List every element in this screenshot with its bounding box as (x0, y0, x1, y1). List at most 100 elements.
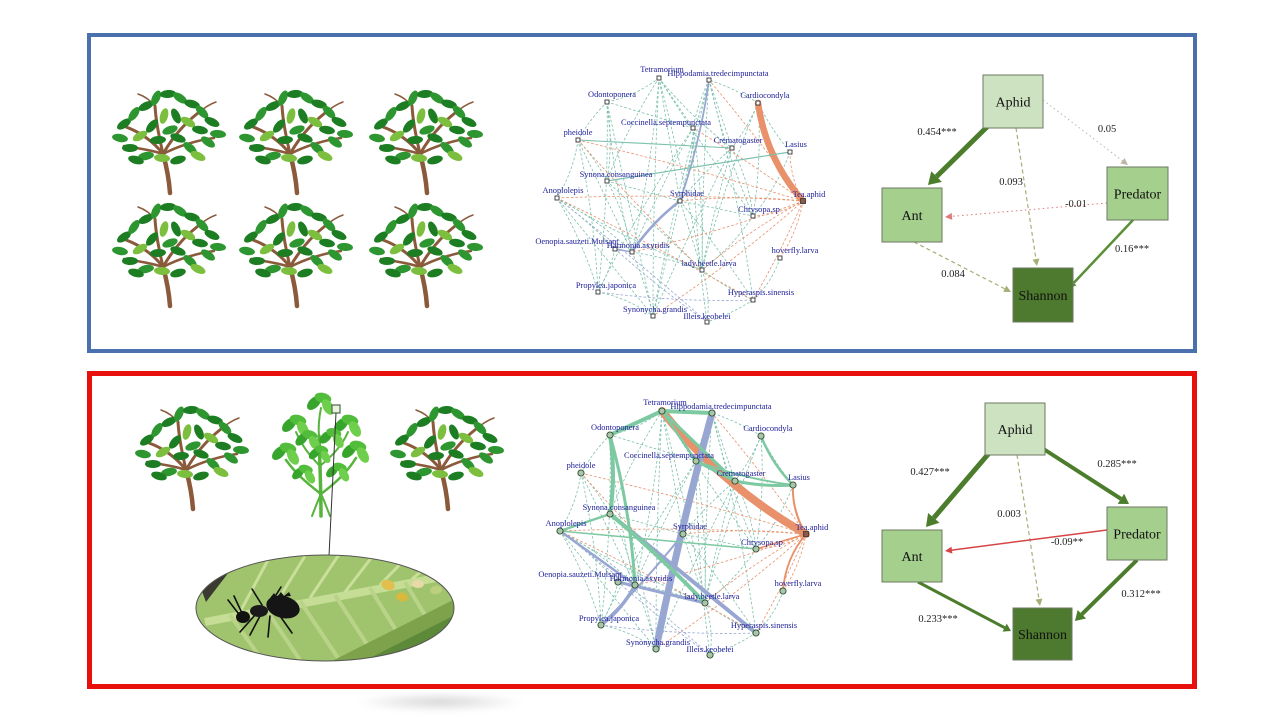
network-edge (779, 200, 804, 259)
sem-coefficient: 0.16*** (1115, 244, 1149, 255)
network-edge (752, 151, 791, 217)
sem-coefficient: -0.09** (1051, 537, 1083, 548)
sem-path (951, 202, 1108, 217)
sem-path (1042, 99, 1123, 162)
network-node-label: Synonycha.grandis (626, 638, 690, 647)
network-edge-strong (608, 433, 637, 587)
network-edge (609, 434, 697, 462)
network-edge (755, 590, 784, 634)
network-edge (580, 472, 602, 626)
network-node (699, 267, 705, 273)
network-node-label: Chrysopa.sp (741, 538, 783, 547)
network-edge (556, 197, 616, 250)
network-edge (609, 513, 684, 535)
network-node (789, 481, 797, 489)
tea-shrub (134, 405, 249, 509)
network-edge (658, 77, 703, 271)
network-edge (658, 77, 733, 149)
network-edge-strong (660, 409, 737, 483)
network-edge-strong (660, 409, 698, 463)
sem-box-label: Ant (902, 209, 923, 224)
network-edge (652, 200, 804, 317)
network-edge-strong (559, 530, 757, 550)
network-edge (711, 412, 807, 535)
network-edge (755, 435, 763, 550)
network-edge (606, 180, 681, 202)
network-node (706, 77, 712, 83)
network-node-label: Anoplolepis (546, 519, 587, 528)
network-edge (600, 434, 611, 626)
network-node-label: Anoplolepis (543, 186, 584, 195)
network-edge (606, 77, 660, 182)
sem-arrowhead (1117, 493, 1129, 504)
bottom-panel-frame (87, 371, 1197, 689)
network-node (679, 530, 687, 538)
network-node-label: Lasius (788, 473, 810, 482)
network-edge (580, 434, 611, 474)
sem-arrowhead (1032, 258, 1040, 266)
network-node (787, 149, 793, 155)
network-node (556, 527, 564, 535)
sem-arrowhead (945, 546, 953, 554)
network-node (677, 198, 683, 204)
network-node (656, 75, 662, 81)
top-panel-trees (111, 89, 483, 306)
network-edge (609, 410, 663, 515)
network-node-label: hoverfly.larva (772, 246, 819, 255)
network-edge (692, 127, 708, 323)
network-edge (708, 79, 759, 104)
network-node (604, 99, 610, 105)
sem-path (934, 121, 993, 179)
network-edge (704, 548, 757, 604)
network-edge (782, 533, 807, 592)
network-node (752, 629, 760, 637)
network-edge (631, 200, 804, 253)
network-edge (577, 139, 599, 293)
sem-box (1012, 267, 1074, 323)
network-node (604, 178, 610, 184)
sem-coefficient: 0.093 (999, 177, 1023, 188)
network-edge (597, 101, 608, 293)
network-node (631, 581, 639, 589)
sem-path (1016, 454, 1040, 600)
sem-path (931, 450, 992, 520)
network-node-label: Synona.consanguinea (583, 503, 656, 512)
sem-arrowhead (945, 212, 953, 220)
sem-path (1040, 446, 1123, 501)
network-node-label: lady.beetle.larva (682, 259, 737, 268)
network-node (652, 645, 660, 653)
network-node-label: Propylea.japonica (576, 281, 637, 290)
network-edge (652, 79, 710, 317)
network-node (708, 409, 716, 417)
network-edge (695, 460, 711, 656)
network-edge (600, 460, 697, 626)
network-node-label: Syrphidae (670, 189, 704, 198)
network-edge (556, 197, 754, 301)
network-edge (704, 602, 712, 656)
network-edge-strong (558, 512, 612, 533)
network-edge (679, 200, 754, 217)
network-edge (701, 200, 804, 271)
network-edge (655, 410, 663, 650)
network-node-label: Oenopia.sauzeti.Mulsant (535, 237, 619, 246)
network-node (577, 469, 585, 477)
network-edge-strong (652, 409, 716, 653)
sem-coefficient: 0.427*** (910, 467, 949, 478)
network-edge (652, 147, 733, 317)
sem-box-label: Ant (902, 550, 923, 565)
sem-box (1106, 166, 1169, 221)
network-edge (709, 632, 757, 656)
network-edge (658, 77, 681, 202)
sem-path (1080, 558, 1139, 616)
network-edge (682, 533, 757, 634)
network-edge (752, 200, 804, 301)
network-edge-strong (679, 79, 710, 202)
network-edge-strong (606, 151, 791, 182)
network-edge (556, 197, 654, 317)
tea-shrub (389, 405, 504, 509)
network-edge (606, 77, 660, 103)
network-node (731, 477, 739, 485)
network-node (629, 249, 635, 255)
tea-shrub (368, 89, 483, 193)
